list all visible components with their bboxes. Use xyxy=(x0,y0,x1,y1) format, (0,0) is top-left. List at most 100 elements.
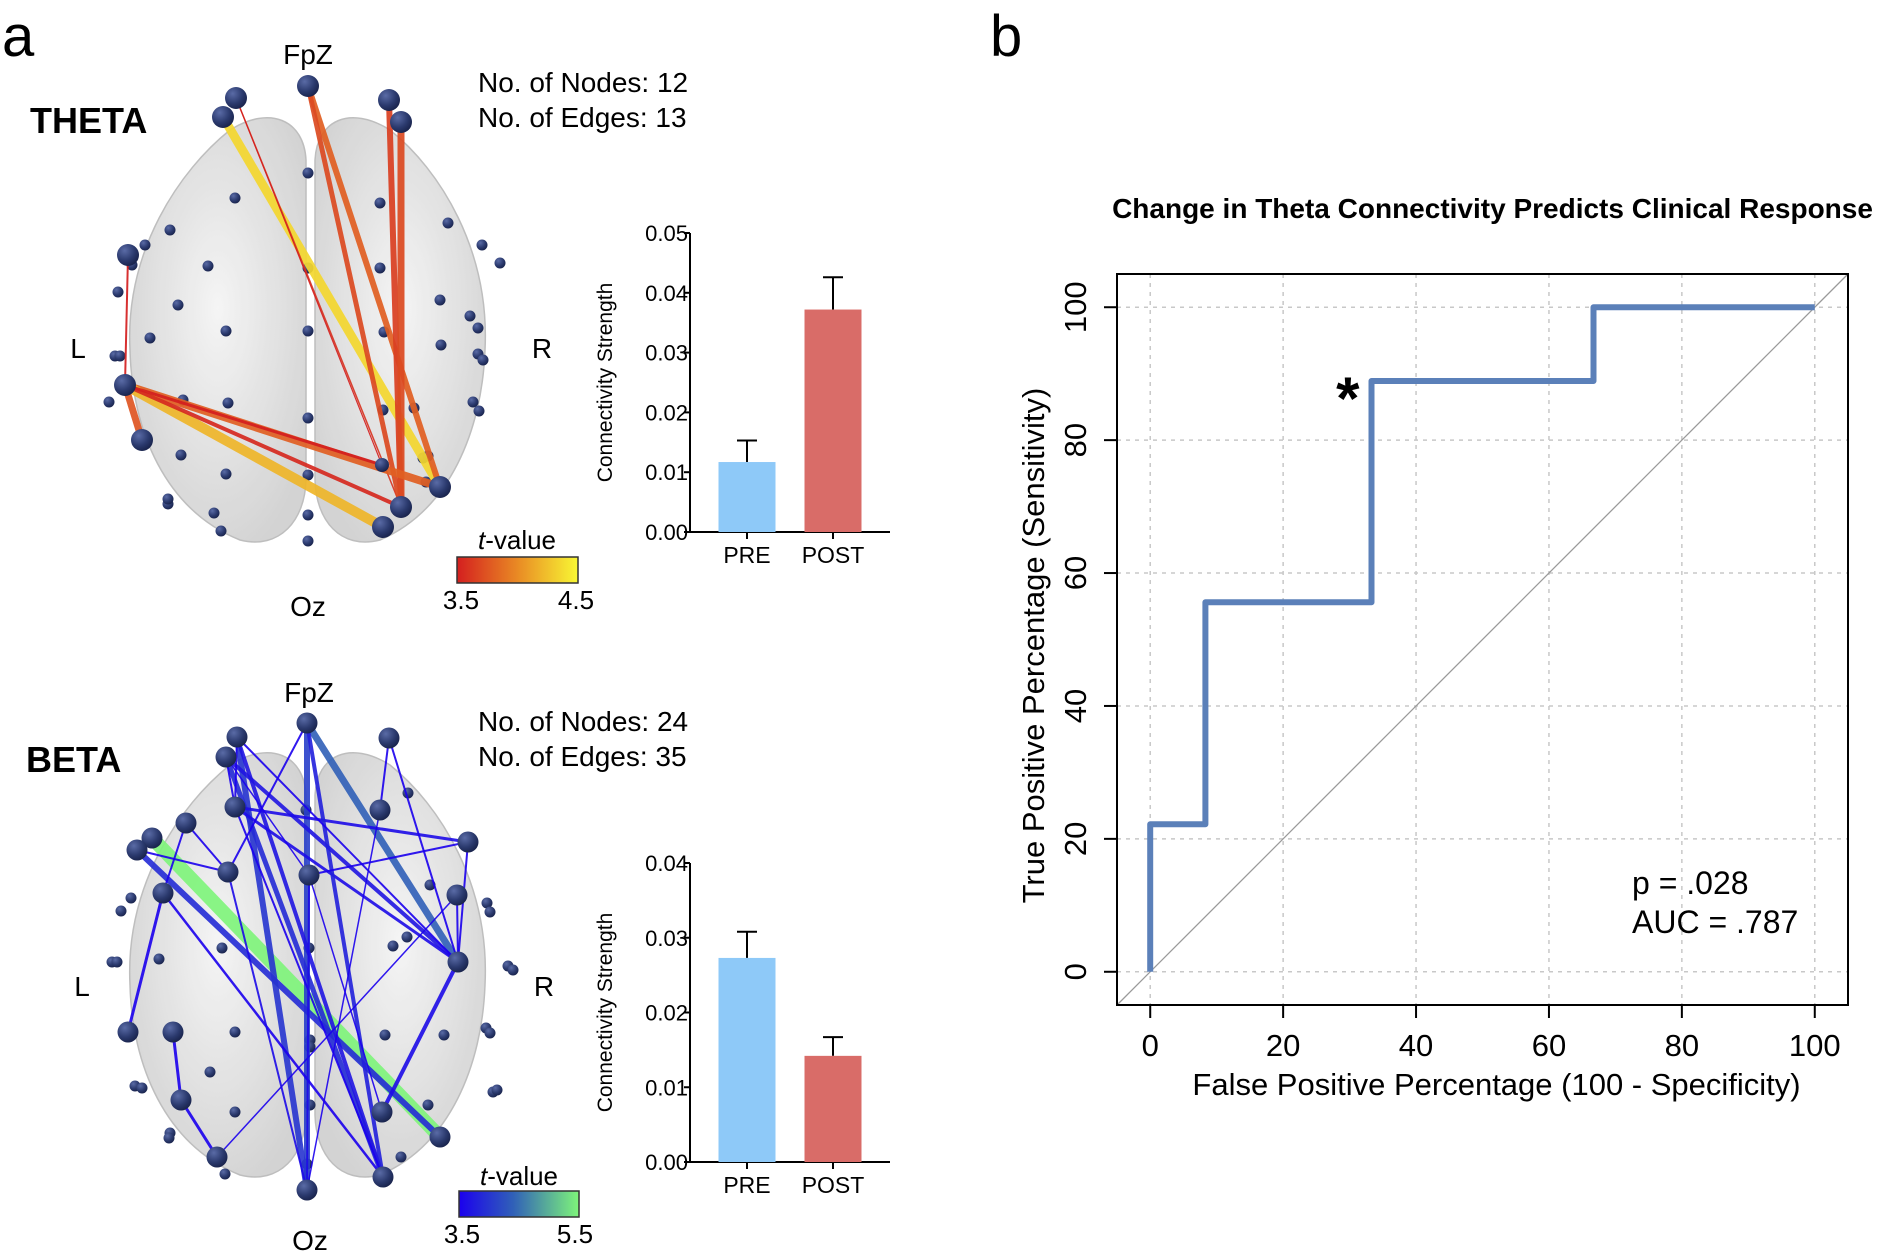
electrode-node xyxy=(302,509,314,521)
beta-edge xyxy=(233,805,470,844)
electrode-node xyxy=(374,197,386,209)
roc-y-axis-label: True Positive Percentage (Sensitivity) xyxy=(1016,388,1051,904)
electrode-node xyxy=(216,942,228,954)
electrode-node xyxy=(114,350,126,362)
electrode-node xyxy=(136,1082,148,1094)
bar-y-axis-label: Connectivity Strength xyxy=(594,913,617,1113)
roc-x-tick-label: 60 xyxy=(1532,1028,1566,1063)
electrode-node xyxy=(435,339,447,351)
beta-edge xyxy=(161,891,385,1179)
beta-node xyxy=(152,882,174,904)
electrode-node xyxy=(220,325,232,337)
roc-frame xyxy=(1116,273,1849,1006)
electrode-node xyxy=(476,239,488,251)
beta-node xyxy=(371,1101,393,1123)
electrode-node xyxy=(162,493,174,505)
roc-chart: Change in Theta Connectivity Predicts Cl… xyxy=(1016,193,1873,1102)
electrode-node xyxy=(229,192,241,204)
electrode-node xyxy=(202,260,214,272)
panel-a: a THETA No. of Nodes: 12 No. of Edges: 1… xyxy=(2,4,890,1256)
beta-node xyxy=(446,884,468,906)
bar-category-label: PRE xyxy=(723,1172,770,1198)
roc-y-tick-label: 100 xyxy=(1058,281,1093,333)
beta-edge xyxy=(162,822,187,894)
beta-colorbar-max: 5.5 xyxy=(557,1219,593,1249)
electrode-node xyxy=(472,322,484,334)
theta-edge xyxy=(124,254,129,386)
beta-node xyxy=(162,1021,184,1043)
electrode-node xyxy=(467,396,479,408)
beta-edge xyxy=(456,894,459,963)
electrode-node xyxy=(153,953,165,965)
electrode-node xyxy=(302,412,314,424)
electrode-node xyxy=(374,262,386,274)
beta-edge xyxy=(305,721,385,1179)
beta-big-nodes xyxy=(117,712,479,1201)
electrode-node xyxy=(208,507,220,519)
electrode-node xyxy=(115,905,127,917)
bar-y-tick-label: 0.00 xyxy=(645,1150,688,1175)
roc-chance-line xyxy=(1116,273,1849,1006)
theta-node xyxy=(297,75,319,97)
theta-node xyxy=(131,429,153,451)
beta-edge xyxy=(185,822,229,873)
electrode-node xyxy=(442,217,454,229)
beta-edge xyxy=(306,809,381,1191)
electrode-node xyxy=(438,1029,450,1041)
beta-node xyxy=(217,861,239,883)
electrode-node xyxy=(473,405,485,417)
beta-colorbar-min: 3.5 xyxy=(444,1219,480,1249)
beta-nodes-count: No. of Nodes: 24 xyxy=(478,706,688,737)
roc-x-tick-label: 0 xyxy=(1142,1028,1159,1063)
roc-auc-value: AUC = .787 xyxy=(1632,904,1798,940)
bar-y-tick-label: 0.02 xyxy=(645,400,688,425)
electrode-node xyxy=(164,224,176,236)
theta-nodes-count: No. of Nodes: 12 xyxy=(478,67,688,98)
theta-edge xyxy=(305,83,404,510)
electrode-node xyxy=(144,332,156,344)
electrode-node xyxy=(302,167,314,179)
bar-y-tick-label: 0.02 xyxy=(645,1001,688,1026)
electrode-node xyxy=(507,964,519,976)
bar-y-tick-label: 0.05 xyxy=(645,221,688,246)
theta-node xyxy=(372,516,394,538)
beta-edge xyxy=(216,894,458,1158)
beta-edge xyxy=(224,755,460,964)
beta-colorbar: t-value 3.5 5.5 xyxy=(444,1161,593,1249)
theta-colorbar: t-value 3.5 4.5 xyxy=(443,525,594,615)
theta-label-left: L xyxy=(70,333,86,364)
beta-node xyxy=(447,951,469,973)
beta-node xyxy=(141,827,163,849)
left-hemisphere xyxy=(128,117,307,543)
theta-colorbar-min: 3.5 xyxy=(443,585,479,615)
beta-node xyxy=(117,1021,139,1043)
theta-node xyxy=(378,89,400,111)
theta-edges xyxy=(120,83,445,532)
electrode-node xyxy=(379,1029,391,1041)
beta-node xyxy=(206,1146,228,1168)
roc-x-tick-label: 100 xyxy=(1789,1028,1841,1063)
bar-y-axis-label: Connectivity Strength xyxy=(594,283,617,483)
beta-edge xyxy=(134,847,443,1140)
electrode-node xyxy=(434,294,446,306)
beta-edge xyxy=(380,960,460,1114)
beta-label-oz: Oz xyxy=(292,1225,328,1256)
beta-node xyxy=(296,1179,318,1201)
bar-category-label: POST xyxy=(802,542,865,568)
bar-y-tick-label: 0.03 xyxy=(645,926,688,951)
beta-edge xyxy=(388,737,459,963)
electrode-node xyxy=(484,1027,496,1039)
bar-post xyxy=(804,1055,862,1162)
theta-node xyxy=(429,476,451,498)
theta-edge xyxy=(235,97,383,466)
beta-label-right: R xyxy=(534,971,554,1002)
beta-node xyxy=(369,799,391,821)
electrode-node xyxy=(491,1084,503,1096)
beta-edge xyxy=(126,891,165,1034)
beta-edge xyxy=(145,831,447,1144)
theta-label-fpz: FpZ xyxy=(283,39,333,70)
roc-x-tick-label: 80 xyxy=(1665,1028,1699,1063)
beta-edge xyxy=(136,849,229,873)
electrode-node xyxy=(477,354,489,366)
